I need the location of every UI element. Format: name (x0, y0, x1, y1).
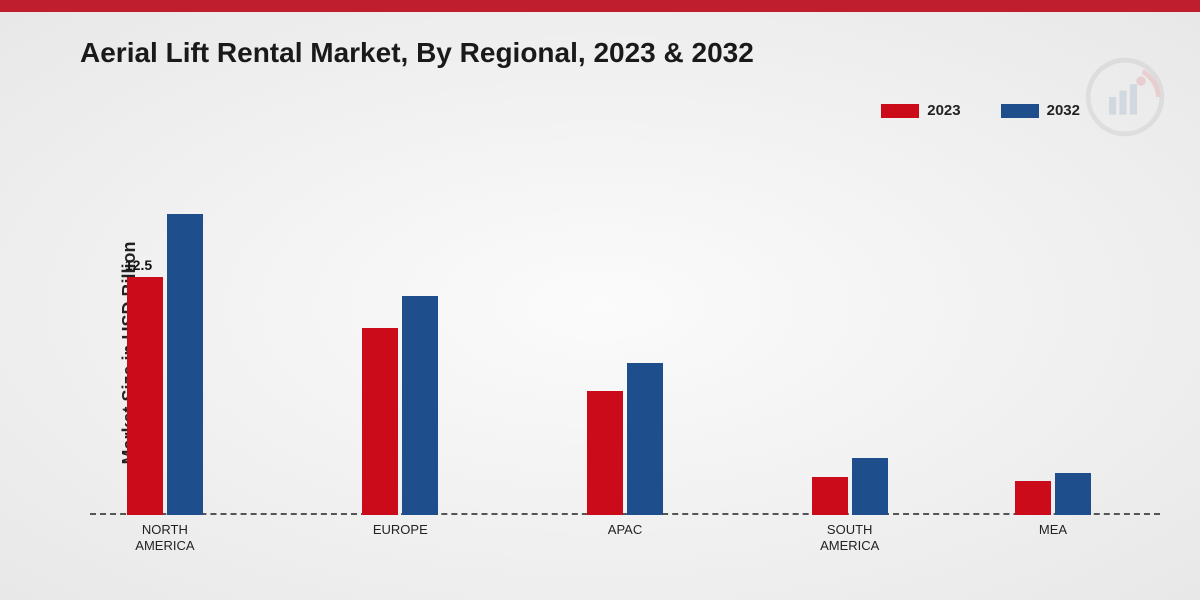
legend-label-2032: 2032 (1047, 102, 1080, 119)
x-tick-label: EUROPE (373, 522, 428, 538)
bar (402, 296, 438, 515)
legend-item-2032: 2032 (1001, 102, 1080, 119)
bar (627, 363, 663, 515)
plot-area: 12.5 (90, 172, 1160, 515)
x-tick-label: NORTH AMERICA (135, 522, 194, 555)
bar-group (812, 458, 888, 515)
bar (127, 277, 163, 515)
top-banner (0, 0, 1200, 12)
bar (587, 391, 623, 515)
bar-group (1015, 473, 1091, 515)
bar (1055, 473, 1091, 515)
watermark-logo-icon (1085, 57, 1165, 137)
bar-value-label: 12.5 (125, 257, 152, 273)
legend-swatch-2032 (1001, 104, 1039, 118)
x-tick-label: SOUTH AMERICA (820, 522, 879, 555)
legend-label-2023: 2023 (927, 102, 960, 119)
bar-group (362, 296, 438, 515)
legend-item-2023: 2023 (881, 102, 960, 119)
chart-legend: 2023 2032 (881, 102, 1080, 119)
bar (167, 214, 203, 515)
chart-title: Aerial Lift Rental Market, By Regional, … (80, 37, 1170, 69)
x-tick-label: MEA (1039, 522, 1067, 538)
x-axis-labels: NORTH AMERICA EUROPE APAC SOUTH AMERICA MEA (90, 522, 1160, 562)
chart-container: Aerial Lift Rental Market, By Regional, … (0, 12, 1200, 600)
legend-swatch-2023 (881, 104, 919, 118)
bar (362, 328, 398, 515)
x-tick-label: APAC (608, 522, 642, 538)
bar (1015, 481, 1051, 515)
bar (812, 477, 848, 515)
bar-group (587, 363, 663, 515)
bar (852, 458, 888, 515)
